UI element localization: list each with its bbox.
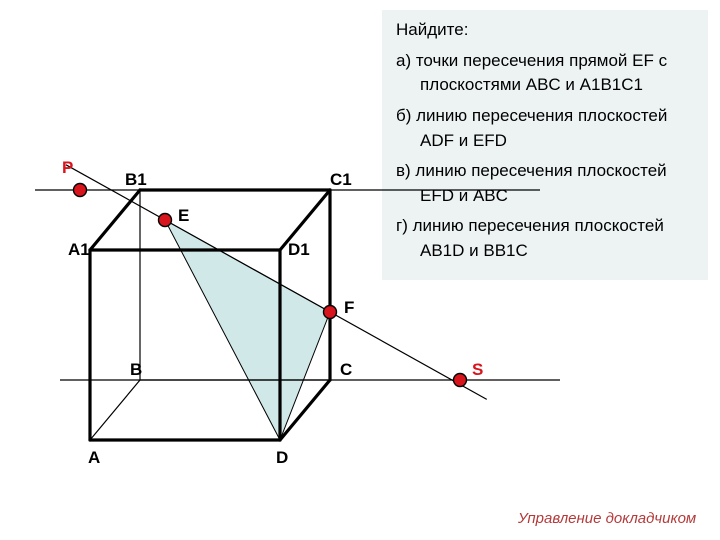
label-D: D xyxy=(276,448,288,468)
label-A1: A1 xyxy=(68,240,90,260)
label-D1: D1 xyxy=(288,240,310,260)
label-B1: B1 xyxy=(125,170,147,190)
label-C: C xyxy=(340,360,352,380)
label-E: E xyxy=(178,206,189,226)
label-B: B xyxy=(130,360,142,380)
label-F: F xyxy=(344,298,354,318)
label-C1: C1 xyxy=(330,170,352,190)
label-A: A xyxy=(88,448,100,468)
label-S: S xyxy=(472,360,483,380)
cube-diagram xyxy=(0,0,720,540)
presenter-credit: Управление докладчиком xyxy=(518,510,696,527)
label-P: P xyxy=(62,158,73,178)
